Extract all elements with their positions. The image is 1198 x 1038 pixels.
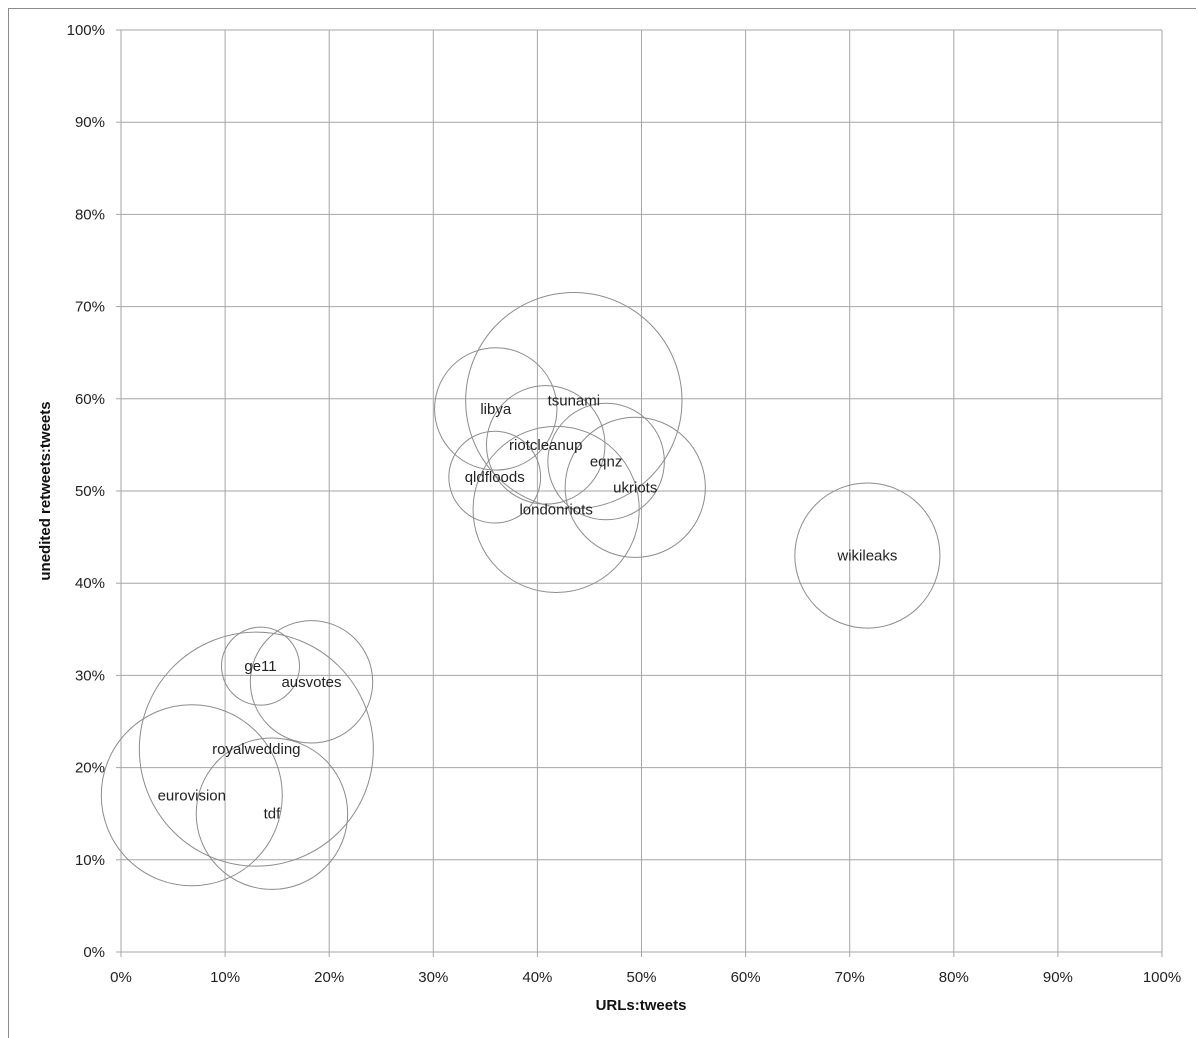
- bubble-royalwedding: [138, 631, 374, 867]
- y-tick-label: 30%: [75, 667, 105, 684]
- bubble-label-ukriots: ukriots: [613, 479, 657, 496]
- bubble-ukriots: [564, 416, 706, 558]
- x-tick-label: 100%: [1143, 969, 1181, 986]
- bubble-label-qldfloods: qldfloods: [465, 469, 525, 486]
- y-tick-label: 70%: [75, 299, 105, 316]
- bubble-label-ausvotes: ausvotes: [281, 674, 341, 691]
- bubble-ge11: [220, 626, 300, 706]
- bubble-eqnz: [547, 402, 665, 521]
- bubble-labels: tsunami royalwedding eurovision tdf londonri…: [158, 393, 898, 823]
- x-tick-label: 10%: [210, 969, 240, 986]
- chart-frame: [8, 8, 1196, 1038]
- y-tick-label: 90%: [75, 114, 105, 131]
- bubble-label-riotcleanup: riotcleanup: [509, 437, 582, 454]
- bubble-label-londonriots: londonriots: [519, 501, 592, 518]
- x-tick-label: 40%: [522, 969, 552, 986]
- x-tick-label: 60%: [731, 969, 761, 986]
- x-axis-title: URLs:tweets: [596, 997, 687, 1014]
- x-tick-label: 50%: [626, 969, 656, 986]
- y-tick-label: 60%: [75, 391, 105, 408]
- y-tick-label: 80%: [75, 206, 105, 223]
- bubble-wikileaks: [794, 482, 941, 629]
- bubble-eurovision: [100, 704, 283, 887]
- bubble-libya: [434, 347, 558, 471]
- x-tick-label: 70%: [835, 969, 865, 986]
- x-tick-label: 80%: [939, 969, 969, 986]
- bubble-qldfloods: [448, 430, 542, 524]
- bubble-label-eurovision: eurovision: [158, 787, 226, 804]
- y-tick-label: 10%: [75, 852, 105, 869]
- y-tick-label: 40%: [75, 575, 105, 592]
- bubbles: [100, 291, 941, 890]
- x-tick-label: 0%: [110, 969, 132, 986]
- bubble-label-tsunami: tsunami: [548, 393, 601, 410]
- bubble-label-eqnz: eqnz: [590, 453, 623, 470]
- bubble-riotcleanup: [485, 385, 606, 505]
- x-tick-label: 20%: [314, 969, 344, 986]
- bubble-label-royalwedding: royalwedding: [212, 741, 300, 758]
- x-tick-label: 30%: [418, 969, 448, 986]
- bubble-tsunami: [465, 291, 683, 510]
- bubble-ausvotes: [249, 620, 374, 744]
- x-tick-label: 90%: [1043, 969, 1073, 986]
- bubble-label-wikileaks: wikileaks: [836, 548, 897, 565]
- y-tick-label: 100%: [67, 22, 105, 39]
- bubble-label-ge11: ge11: [244, 658, 276, 675]
- bubble-tdf: [195, 737, 349, 890]
- tick-labels: 0% 10% 20% 30% 40% 50% 60% 70% 80% 90% 100% 0% 10% 20…: [67, 22, 1182, 986]
- y-tick-label: 0%: [83, 944, 105, 961]
- y-tick-label: 20%: [75, 760, 105, 777]
- grid: [116, 29, 1163, 957]
- y-tick-label: 50%: [75, 483, 105, 500]
- y-axis-title: unedited retweets:tweets: [37, 401, 54, 580]
- bubble-label-tdf: tdf: [264, 806, 282, 823]
- bubble-label-libya: libya: [480, 401, 512, 418]
